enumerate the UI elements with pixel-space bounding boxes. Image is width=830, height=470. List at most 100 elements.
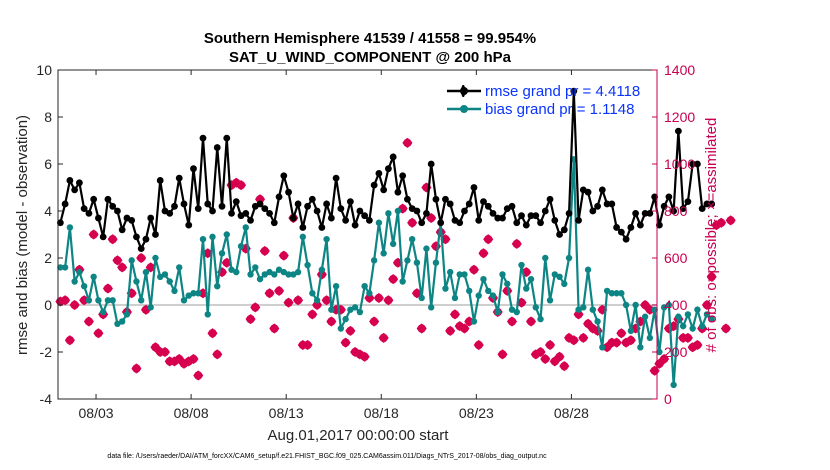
bias-point bbox=[418, 294, 425, 302]
axis-layer: 08/03 08/08 08/13 08/18 08/23 08/28 -4 -2 0 2 4 6 8 1… bbox=[36, 62, 695, 421]
bias-point bbox=[427, 304, 435, 311]
bias-point bbox=[499, 271, 506, 278]
y-tick-label: 10 bbox=[36, 62, 52, 78]
obs-count-marker bbox=[326, 316, 337, 327]
rmse-point bbox=[703, 200, 711, 208]
rmse-point bbox=[375, 170, 383, 177]
obs-count-marker bbox=[616, 328, 627, 339]
x-axis-label: Aug.01,2017 00:00:00 start bbox=[268, 427, 450, 444]
rmse-point bbox=[275, 193, 283, 201]
bias-point bbox=[575, 306, 582, 313]
bias-point bbox=[304, 261, 311, 269]
bias-point bbox=[180, 297, 188, 304]
obs-count-marker bbox=[407, 217, 418, 228]
obs-count-marker bbox=[117, 262, 128, 273]
rmse-point bbox=[432, 195, 440, 203]
y-tick-label: 0 bbox=[44, 297, 52, 313]
rmse-point bbox=[404, 195, 411, 203]
bias-point bbox=[660, 304, 668, 311]
bias-point bbox=[423, 245, 430, 252]
bias-point bbox=[123, 311, 131, 318]
rmse-point bbox=[660, 202, 668, 210]
bias-point bbox=[90, 273, 97, 280]
bias-point bbox=[594, 318, 601, 325]
obs-count-marker bbox=[625, 335, 636, 346]
rmse-point bbox=[522, 221, 530, 229]
rmse-point bbox=[61, 200, 69, 208]
obs-count-marker bbox=[383, 295, 394, 306]
bias-point bbox=[641, 313, 649, 320]
bias-point bbox=[456, 271, 463, 278]
rmse-point bbox=[71, 186, 79, 194]
rmse-point bbox=[370, 181, 378, 189]
bias-point bbox=[561, 280, 568, 288]
y-tick-label: 4 bbox=[44, 203, 52, 219]
bias-point bbox=[337, 325, 345, 332]
bias-point bbox=[57, 264, 64, 271]
obs-count-marker bbox=[682, 332, 693, 343]
obs-count-marker bbox=[131, 363, 142, 374]
rmse-point bbox=[399, 172, 407, 180]
obs-count-marker bbox=[473, 339, 484, 350]
bias-point bbox=[242, 224, 249, 231]
rmse-point bbox=[442, 195, 449, 203]
bias-point bbox=[309, 290, 316, 297]
rmse-point bbox=[156, 177, 164, 184]
rmse-point bbox=[323, 200, 330, 208]
obs-count-marker bbox=[364, 292, 375, 303]
bias-point bbox=[494, 308, 501, 316]
obs-count-marker bbox=[159, 347, 170, 357]
rmse-point bbox=[689, 160, 697, 168]
rmse-point bbox=[575, 217, 582, 224]
bias-point bbox=[313, 297, 321, 304]
bias-point bbox=[513, 308, 520, 316]
bias-point bbox=[118, 318, 126, 325]
obs-count-marker bbox=[278, 250, 289, 261]
rmse-point bbox=[622, 235, 630, 243]
bias-point bbox=[508, 306, 516, 313]
rmse-point bbox=[427, 160, 435, 168]
bias-point bbox=[356, 308, 364, 316]
obs-count-marker bbox=[79, 295, 90, 306]
rmse-point bbox=[437, 219, 445, 227]
obs-count-marker bbox=[611, 337, 622, 348]
rmse-point bbox=[166, 209, 174, 217]
rmse-point bbox=[232, 198, 240, 206]
obs-count-marker bbox=[644, 304, 655, 315]
bias-point bbox=[670, 381, 677, 389]
bias-point bbox=[66, 224, 74, 231]
legend-bias-label: bias grand pr = 1.1148 bbox=[485, 101, 634, 118]
obs-count-marker bbox=[725, 215, 736, 226]
obs-count-marker bbox=[388, 274, 399, 285]
rmse-point bbox=[342, 217, 350, 224]
bias-point bbox=[637, 344, 644, 351]
bias-point bbox=[656, 348, 663, 356]
rmse-point bbox=[541, 207, 549, 215]
bias-point bbox=[109, 297, 116, 304]
x-tick-label: 08/03 bbox=[79, 405, 114, 421]
obs-count-marker bbox=[573, 309, 584, 320]
bias-point bbox=[214, 283, 221, 290]
obs-count-marker bbox=[478, 248, 489, 259]
obs-count-marker bbox=[259, 245, 270, 256]
rmse-point bbox=[698, 205, 706, 213]
bias-point bbox=[470, 318, 478, 325]
rmse-point bbox=[456, 219, 464, 227]
bias-point bbox=[404, 257, 411, 264]
rmse-point bbox=[584, 188, 592, 196]
rmse-point bbox=[418, 219, 426, 227]
rmse-point bbox=[213, 144, 221, 151]
obs-count-marker bbox=[293, 295, 304, 306]
rmse-point bbox=[185, 221, 193, 229]
rmse-point bbox=[228, 209, 235, 217]
rmse-point bbox=[118, 226, 126, 234]
bias-point bbox=[80, 283, 88, 290]
bias-point bbox=[233, 268, 240, 276]
obs-count-marker bbox=[312, 300, 323, 310]
bias-point bbox=[432, 259, 440, 266]
bias-point bbox=[152, 254, 159, 262]
rmse-point bbox=[175, 174, 183, 182]
bias-point bbox=[447, 268, 454, 276]
rmse-point bbox=[313, 207, 321, 215]
